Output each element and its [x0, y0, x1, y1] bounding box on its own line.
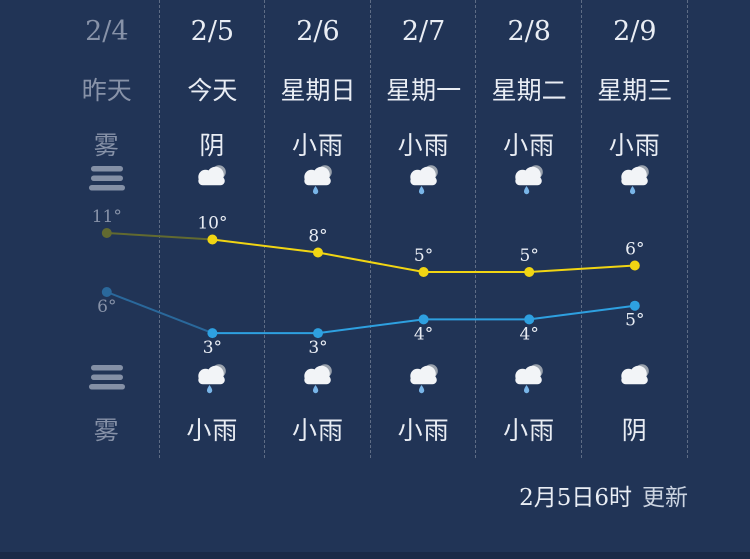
night-condition-label: 阴	[621, 416, 648, 445]
night-condition-label: 雾	[93, 416, 120, 445]
day-condition-label: 小雨	[397, 131, 450, 160]
cloudy-icon	[160, 159, 266, 199]
date-label: 2/9	[613, 16, 657, 47]
date-label: 2/4	[85, 16, 129, 47]
night-condition-label: 小雨	[503, 416, 556, 445]
forecast-column[interactable]: 2/4 昨天 雾 雾	[54, 0, 160, 559]
update-time-text: 2月5日6时	[519, 485, 632, 511]
column-separator	[686, 0, 688, 458]
light-rain-icon	[371, 357, 477, 399]
light-rain-icon	[160, 357, 266, 399]
day-condition-label: 雾	[93, 131, 120, 160]
cloudy-icon	[582, 357, 688, 399]
day-condition-label: 阴	[199, 131, 226, 160]
day-condition-label: 小雨	[503, 131, 556, 160]
day-condition-label: 小雨	[608, 131, 661, 160]
column-separator	[264, 0, 266, 458]
bottom-edge-strip	[0, 552, 750, 559]
night-condition-label: 小雨	[291, 416, 344, 445]
forecast-column[interactable]: 2/9 星期三 小雨 阴	[582, 0, 688, 559]
day-condition-label: 小雨	[291, 131, 344, 160]
date-label: 2/6	[296, 16, 340, 47]
date-label: 2/7	[401, 16, 446, 47]
light-rain-icon	[582, 159, 688, 199]
night-condition-label: 小雨	[397, 416, 450, 445]
night-condition-label: 小雨	[186, 416, 239, 445]
day-label: 星期日	[280, 76, 356, 105]
column-separator	[369, 0, 371, 458]
day-label: 昨天	[81, 76, 132, 105]
update-label: 更新	[642, 485, 688, 511]
date-label: 2/8	[507, 16, 551, 47]
fog-icon	[54, 159, 160, 199]
fog-icon	[54, 357, 160, 399]
date-label: 2/5	[190, 16, 235, 47]
light-rain-icon	[265, 357, 371, 399]
light-rain-icon	[371, 159, 477, 199]
light-rain-icon	[476, 357, 582, 399]
light-rain-icon	[265, 159, 371, 199]
update-time: 2月5日6时 更新	[519, 478, 688, 512]
forecast-column[interactable]: 2/7 星期一 小雨 小雨	[371, 0, 477, 559]
forecast-column[interactable]: 2/5 今天 阴 小雨	[160, 0, 266, 559]
column-separator	[580, 0, 582, 458]
day-label: 今天	[187, 76, 238, 105]
column-separator	[475, 0, 477, 458]
forecast-column[interactable]: 2/8 星期二 小雨 小雨	[476, 0, 582, 559]
day-label: 星期一	[386, 76, 462, 105]
day-label: 星期二	[491, 76, 567, 105]
column-separator	[158, 0, 160, 458]
light-rain-icon	[476, 159, 582, 199]
forecast-column[interactable]: 2/6 星期日 小雨 小雨	[265, 0, 371, 559]
day-label: 星期三	[597, 76, 673, 105]
